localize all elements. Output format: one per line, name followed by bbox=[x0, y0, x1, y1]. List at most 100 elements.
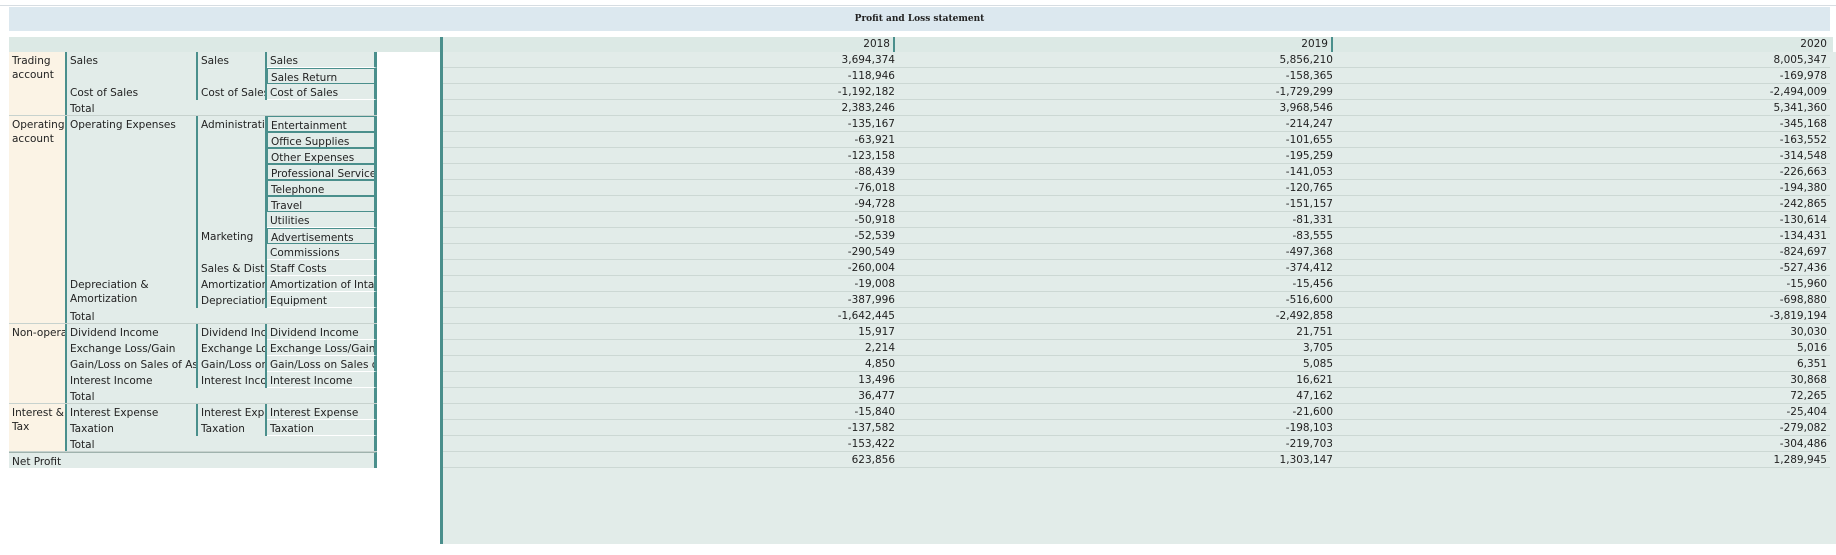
value-cell-2020[interactable]: -824,697 bbox=[1779, 246, 1827, 258]
value-cell-2020[interactable]: -527,436 bbox=[1779, 262, 1827, 274]
value-cell-2020[interactable]: 30,030 bbox=[1790, 326, 1827, 338]
value-row[interactable]: 623,856 1,303,147 1,289,945 bbox=[443, 452, 1830, 468]
value-row[interactable]: -123,158 -195,259 -314,548 bbox=[443, 148, 1830, 164]
value-cell-2020[interactable]: -304,486 bbox=[1779, 438, 1827, 450]
value-cell-2020[interactable]: -698,880 bbox=[1779, 294, 1827, 306]
value-cell-2018[interactable]: -1,642,445 bbox=[837, 310, 895, 322]
value-cell-2020[interactable]: 6,351 bbox=[1796, 358, 1827, 370]
value-cell-2018[interactable]: 2,214 bbox=[864, 342, 895, 354]
l3-sales[interactable]: Sales bbox=[198, 52, 267, 84]
l2-total-interest-tax[interactable]: Total bbox=[67, 436, 377, 452]
l3-interest-expense[interactable]: Interest Exp.. bbox=[198, 404, 267, 420]
value-row[interactable]: -76,018 -120,765 -194,380 bbox=[443, 180, 1830, 196]
value-cell-2018[interactable]: -88,439 bbox=[854, 166, 895, 178]
value-cell-2019[interactable]: -2,492,858 bbox=[1275, 310, 1333, 322]
value-cell-2020[interactable]: 72,265 bbox=[1790, 390, 1827, 402]
value-cell-2020[interactable]: -163,552 bbox=[1779, 134, 1827, 146]
value-cell-2020[interactable]: -25,404 bbox=[1786, 406, 1827, 418]
l4-row[interactable]: Commissions bbox=[267, 244, 377, 260]
value-cell-2019[interactable]: 3,968,546 bbox=[1279, 102, 1333, 114]
value-cell-2019[interactable]: -1,729,299 bbox=[1275, 86, 1333, 98]
value-cell-2019[interactable]: -141,053 bbox=[1285, 166, 1333, 178]
value-cell-2019[interactable]: -219,703 bbox=[1285, 438, 1333, 450]
value-row[interactable]: 2,214 3,705 5,016 bbox=[443, 340, 1830, 356]
l3-gain-loss[interactable]: Gain/Loss on .. bbox=[198, 356, 267, 372]
value-row[interactable]: 2,383,246 3,968,546 5,341,360 bbox=[443, 100, 1830, 116]
value-row[interactable]: -50,918 -81,331 -130,614 bbox=[443, 212, 1830, 228]
l4-row[interactable]: Telephone bbox=[267, 180, 377, 196]
value-cell-2019[interactable]: -81,331 bbox=[1292, 214, 1333, 226]
value-row[interactable]: -88,439 -141,053 -226,663 bbox=[443, 164, 1830, 180]
value-cell-2019[interactable]: -158,365 bbox=[1285, 70, 1333, 82]
l4-row[interactable]: Exchange Loss/Gain bbox=[267, 340, 377, 356]
account-trading[interactable]: Trading account bbox=[9, 52, 67, 116]
value-row[interactable]: -15,840 -21,600 -25,404 bbox=[443, 404, 1830, 420]
l3-dividend-income[interactable]: Dividend Inc.. bbox=[198, 324, 267, 340]
l4-row[interactable]: Entertainment bbox=[267, 116, 377, 132]
value-row[interactable]: -1,642,445 -2,492,858 -3,819,194 bbox=[443, 308, 1830, 324]
value-row[interactable]: -1,192,182 -1,729,299 -2,494,009 bbox=[443, 84, 1830, 100]
column-header-2020[interactable]: 2020 bbox=[1800, 38, 1827, 50]
value-cell-2019[interactable]: -374,412 bbox=[1285, 262, 1333, 274]
l4-row[interactable]: Sales Return bbox=[267, 68, 377, 84]
net-profit-header[interactable]: Net Profit bbox=[9, 452, 377, 468]
l4-row[interactable]: Staff Costs bbox=[267, 260, 377, 276]
l2-gain-loss-sales-asset[interactable]: Gain/Loss on Sales of Asset bbox=[67, 356, 198, 372]
value-cell-2018[interactable]: -387,996 bbox=[847, 294, 895, 306]
value-cell-2018[interactable]: -260,004 bbox=[847, 262, 895, 274]
l4-row[interactable]: Professional Services bbox=[267, 164, 377, 180]
value-cell-2018[interactable]: -63,921 bbox=[854, 134, 895, 146]
l4-row[interactable]: Travel bbox=[267, 196, 377, 212]
value-cell-2018[interactable]: 13,496 bbox=[858, 374, 895, 386]
l4-row[interactable]: Interest Expense bbox=[267, 404, 377, 420]
value-cell-2020[interactable]: -15,960 bbox=[1786, 278, 1827, 290]
l4-row[interactable]: Cost of Sales bbox=[267, 84, 377, 100]
l2-total-operating[interactable]: Total bbox=[67, 308, 377, 324]
l2-depreciation-amortization[interactable]: Depreciation & Amortization bbox=[67, 276, 198, 308]
value-cell-2020[interactable]: 8,005,347 bbox=[1773, 54, 1827, 66]
value-cell-2018[interactable]: -290,549 bbox=[847, 246, 895, 258]
column-header-2018[interactable]: 2018 bbox=[443, 37, 895, 52]
value-cell-2019[interactable]: 16,621 bbox=[1296, 374, 1333, 386]
value-cell-2020[interactable]: 5,341,360 bbox=[1773, 102, 1827, 114]
value-cell-2019[interactable]: -198,103 bbox=[1285, 422, 1333, 434]
value-cell-2019[interactable]: -101,655 bbox=[1285, 134, 1333, 146]
l4-row[interactable]: Equipment bbox=[267, 292, 377, 308]
value-cell-2019[interactable]: 5,856,210 bbox=[1279, 54, 1333, 66]
value-cell-2018[interactable]: -118,946 bbox=[847, 70, 895, 82]
l2-dividend-income[interactable]: Dividend Income bbox=[67, 324, 198, 340]
value-row[interactable]: -137,582 -198,103 -279,082 bbox=[443, 420, 1830, 436]
value-cell-2019[interactable]: -195,259 bbox=[1285, 150, 1333, 162]
l4-row[interactable]: Sales bbox=[267, 52, 377, 68]
value-cell-2020[interactable]: -242,865 bbox=[1779, 198, 1827, 210]
value-cell-2019[interactable]: -15,456 bbox=[1292, 278, 1333, 290]
value-cell-2019[interactable]: -214,247 bbox=[1285, 118, 1333, 130]
value-row[interactable]: -52,539 -83,555 -134,431 bbox=[443, 228, 1830, 244]
value-cell-2018[interactable]: -52,539 bbox=[854, 230, 895, 242]
value-cell-2019[interactable]: 3,705 bbox=[1302, 342, 1333, 354]
l2-total-non-operating[interactable]: Total bbox=[67, 388, 377, 404]
l3-sales-distribution[interactable]: Sales & Distr.. bbox=[198, 260, 267, 276]
value-cell-2019[interactable]: -497,368 bbox=[1285, 246, 1333, 258]
value-cell-2019[interactable]: -516,600 bbox=[1285, 294, 1333, 306]
value-cell-2018[interactable]: -94,728 bbox=[854, 198, 895, 210]
value-cell-2019[interactable]: 5,085 bbox=[1302, 358, 1333, 370]
value-cell-2020[interactable]: -279,082 bbox=[1779, 422, 1827, 434]
account-interest-tax[interactable]: Interest & Tax bbox=[9, 404, 67, 452]
l3-amortization[interactable]: Amortization bbox=[198, 276, 267, 292]
l2-taxation[interactable]: Taxation bbox=[67, 420, 198, 436]
value-row[interactable]: -290,549 -497,368 -824,697 bbox=[443, 244, 1830, 260]
l2-sales[interactable]: Sales bbox=[67, 52, 198, 84]
value-cell-2019[interactable]: -21,600 bbox=[1292, 406, 1333, 418]
value-cell-2019[interactable]: 1,303,147 bbox=[1279, 454, 1333, 466]
value-cell-2018[interactable]: -137,582 bbox=[847, 422, 895, 434]
l2-exchange-loss-gain[interactable]: Exchange Loss/Gain bbox=[67, 340, 198, 356]
value-cell-2020[interactable]: -194,380 bbox=[1779, 182, 1827, 194]
value-cell-2019[interactable]: -120,765 bbox=[1285, 182, 1333, 194]
value-cell-2020[interactable]: -134,431 bbox=[1779, 230, 1827, 242]
l4-row[interactable]: Amortization of Intan.. bbox=[267, 276, 377, 292]
l4-row[interactable]: Advertisements bbox=[267, 228, 377, 244]
value-cell-2018[interactable]: -153,422 bbox=[847, 438, 895, 450]
value-cell-2019[interactable]: -151,157 bbox=[1285, 198, 1333, 210]
value-cell-2020[interactable]: -226,663 bbox=[1779, 166, 1827, 178]
